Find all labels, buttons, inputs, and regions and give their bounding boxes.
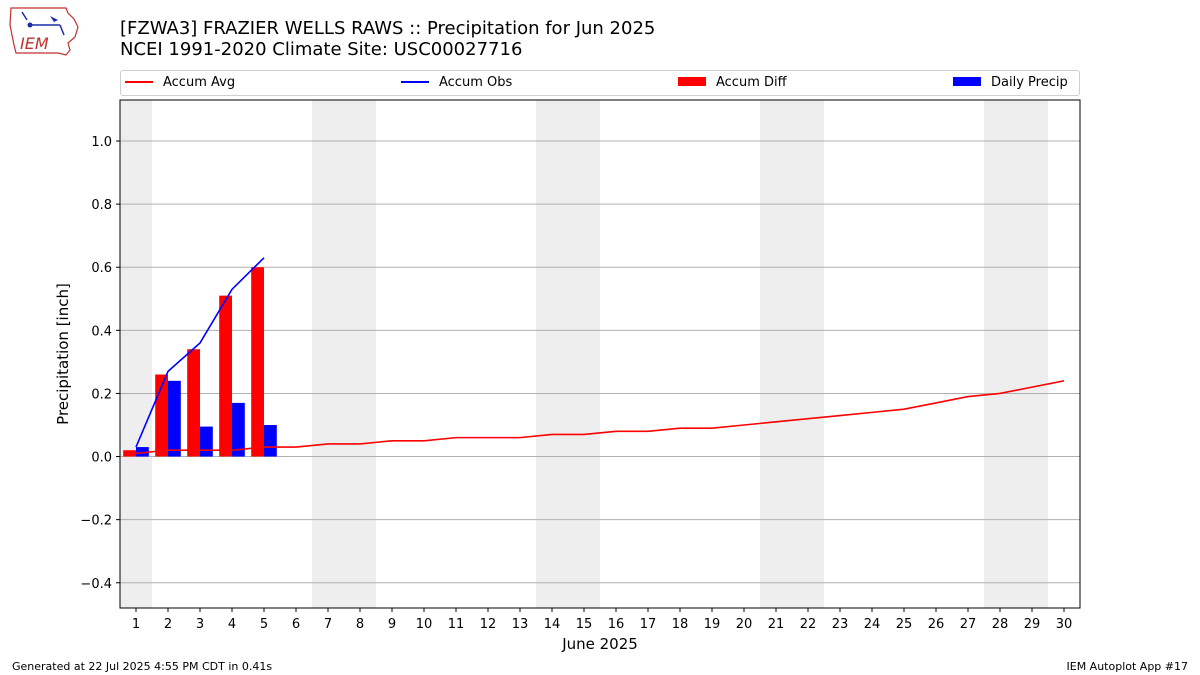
legend-label: Accum Avg (163, 75, 236, 90)
y-tick-label: −0.4 (80, 577, 112, 592)
x-tick-label: 10 (416, 617, 433, 632)
y-tick-label: 0.4 (91, 324, 112, 339)
weekend-shade (568, 100, 600, 608)
plot-frame (119, 99, 1081, 609)
legend: Accum Avg Accum Obs Accum Diff Daily Pre… (120, 70, 1080, 96)
chart-title: [FZWA3] FRAZIER WELLS RAWS :: Precipitat… (120, 18, 655, 60)
x-tick-label: 1 (132, 617, 140, 632)
x-tick-label: 4 (228, 617, 236, 632)
x-tick-label: 23 (832, 617, 849, 632)
legend-label: Accum Diff (716, 75, 787, 90)
x-tick-label: 28 (992, 617, 1009, 632)
legend-item-accum-avg: Accum Avg (125, 74, 235, 92)
gridline-layer (120, 140, 1080, 584)
legend-swatch (401, 80, 429, 83)
x-tick-label: 24 (864, 617, 881, 632)
weekend-shading-layer (120, 100, 1048, 608)
weekend-shade (312, 100, 344, 608)
legend-label: Daily Precip (991, 75, 1068, 90)
x-tick-label: 2 (164, 617, 172, 632)
x-tick-label: 30 (1056, 617, 1073, 632)
logo-mark (21, 11, 28, 21)
x-tick-label: 27 (960, 617, 977, 632)
y-axis-label: Precipitation [inch] (54, 283, 72, 425)
x-tick-label: 7 (324, 617, 332, 632)
logo-mark (27, 22, 33, 28)
weekend-shade (536, 100, 568, 608)
x-tick-label: 13 (512, 617, 529, 632)
logo-mark (59, 24, 65, 36)
accum-diff-bar (251, 267, 264, 457)
legend-swatch (125, 80, 153, 83)
accum-diff-bar (123, 450, 136, 457)
x-tick-label: 22 (800, 617, 817, 632)
y-tick-label: 0.0 (91, 451, 112, 466)
iem-logo: IEM (9, 7, 79, 56)
x-tick-label: 6 (292, 617, 300, 632)
legend-swatch (678, 77, 706, 86)
x-tick-label: 29 (1024, 617, 1041, 632)
chart-title-line1: [FZWA3] FRAZIER WELLS RAWS :: Precipitat… (120, 18, 656, 39)
x-tick-label: 21 (768, 617, 785, 632)
x-axis-label: June 2025 (561, 635, 638, 653)
daily-precip-bar (200, 426, 213, 457)
accum-obs-line (135, 257, 265, 448)
y-tick-label: 1.0 (91, 135, 112, 150)
y-tick-label: 0.2 (91, 387, 112, 402)
daily-precip-bar (136, 447, 149, 457)
tick-layer: −0.4−0.20.00.20.40.60.81.01 2 3 4 5 6 7 8 9 10 11 1… (80, 135, 1072, 632)
daily-precip-bar (168, 380, 181, 457)
weekend-shade (760, 100, 792, 608)
legend-swatch (953, 77, 981, 86)
app-credit: IEM Autoplot App #17 (1066, 660, 1189, 673)
x-tick-label: 8 (356, 617, 364, 632)
x-tick-label: 17 (640, 617, 657, 632)
logo-text: IEM (20, 34, 49, 53)
bar-layer (123, 267, 277, 457)
line-layer (135, 257, 1065, 455)
y-tick-label: −0.2 (80, 514, 112, 529)
chart-title-line2: NCEI 1991-2020 Climate Site: USC00027716 (120, 39, 523, 60)
x-tick-label: 20 (736, 617, 753, 632)
x-tick-label: 25 (896, 617, 913, 632)
accum-diff-bar (219, 295, 232, 457)
weekend-shade (792, 100, 824, 608)
legend-label: Accum Obs (439, 75, 513, 90)
x-tick-label: 9 (388, 617, 396, 632)
x-tick-label: 5 (260, 617, 268, 632)
weekend-shade (984, 100, 1016, 608)
legend-item-accum-obs: Accum Obs (401, 74, 512, 92)
x-tick-label: 14 (544, 617, 561, 632)
y-tick-label: 0.8 (91, 198, 112, 213)
x-tick-label: 18 (672, 617, 689, 632)
weekend-shade (120, 100, 152, 608)
daily-precip-bar (264, 424, 277, 457)
weekend-shade (344, 100, 376, 608)
x-tick-label: 3 (196, 617, 204, 632)
x-tick-label: 11 (448, 617, 465, 632)
generated-timestamp: Generated at 22 Jul 2025 4:55 PM CDT in … (12, 660, 273, 673)
accum-diff-bar (187, 349, 200, 457)
x-tick-label: 15 (576, 617, 593, 632)
x-tick-label: 16 (608, 617, 625, 632)
legend-item-accum-diff: Accum Diff (678, 74, 787, 92)
weekend-shade (1016, 100, 1048, 608)
y-tick-label: 0.6 (91, 261, 112, 276)
x-tick-label: 12 (480, 617, 497, 632)
logo-mark (50, 16, 58, 22)
daily-precip-bar (232, 402, 245, 457)
accum-avg-line (135, 380, 1065, 455)
legend-item-daily-precip: Daily Precip (953, 74, 1068, 92)
x-tick-label: 19 (704, 617, 721, 632)
x-tick-label: 26 (928, 617, 945, 632)
